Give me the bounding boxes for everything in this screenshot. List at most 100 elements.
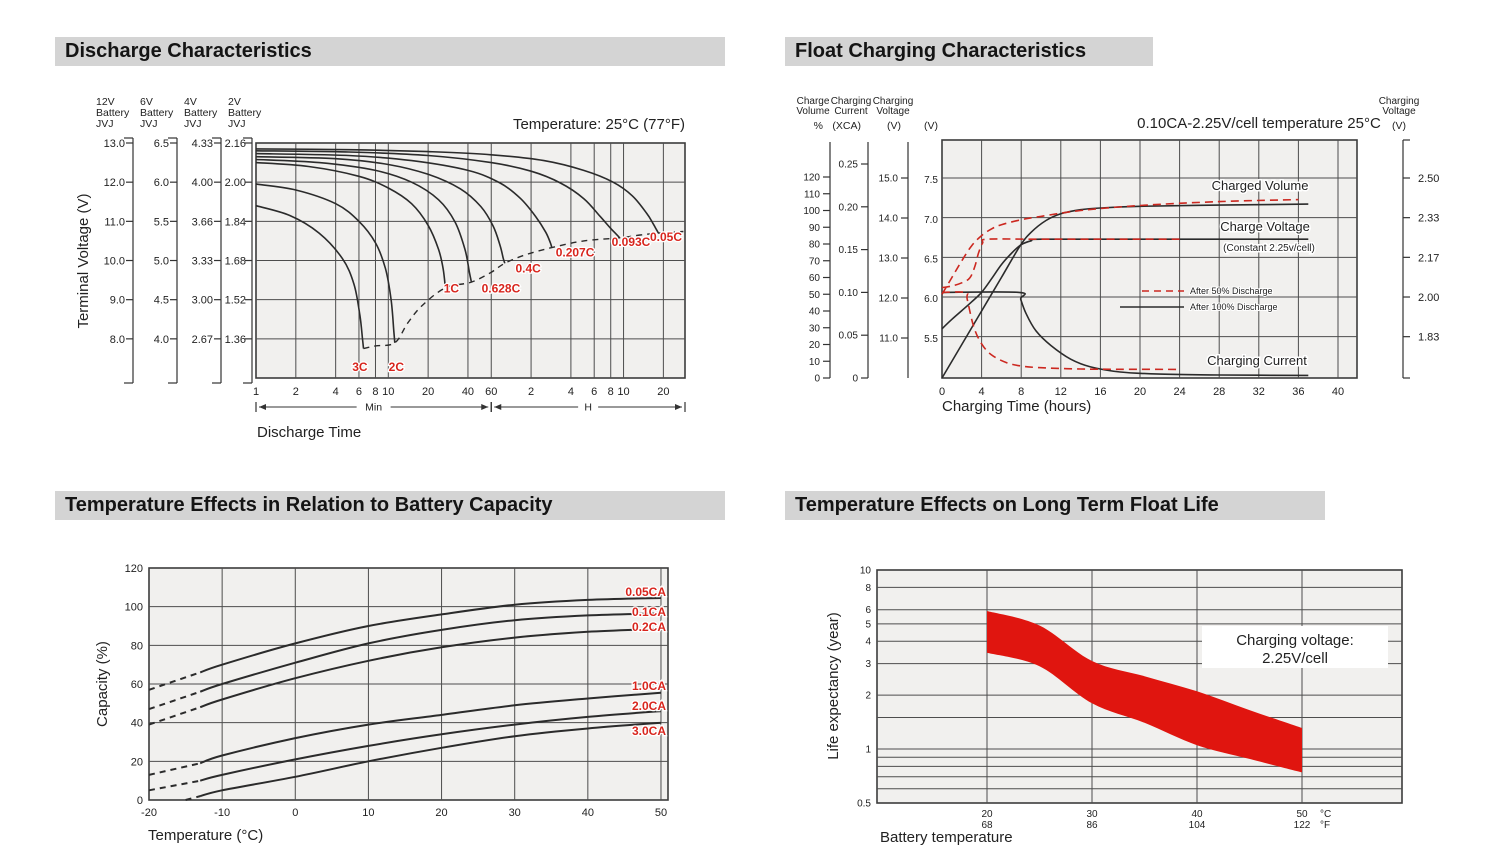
rate-label-0.2CA: 0.2CA bbox=[632, 620, 666, 634]
capacity-curve-dashed-0.1CA bbox=[148, 690, 201, 711]
scale-tick-label: 7.0 bbox=[924, 215, 938, 226]
arrow-right-icon bbox=[481, 404, 489, 410]
scale-header: Charging bbox=[873, 96, 914, 107]
temperature-note: Temperature: 25°C (77°F) bbox=[513, 116, 685, 133]
rate-label-1.0CA: 1.0CA bbox=[632, 679, 666, 693]
scale-tick-label: 15.0 bbox=[879, 174, 899, 185]
scale-tick-label: 70 bbox=[809, 256, 821, 267]
y-tick-label: 120 bbox=[125, 563, 143, 575]
scale-tick-label: 5.0 bbox=[154, 256, 169, 268]
x-axis-title: Battery temperature bbox=[880, 829, 1013, 846]
float-life-chart: 1086543210.5206830864010450122°C°FBatter… bbox=[825, 566, 1403, 846]
scale-tick-label: 11.0 bbox=[104, 216, 125, 228]
y-tick-label: 3 bbox=[865, 659, 871, 670]
scale-unit: (V) bbox=[887, 120, 901, 132]
x-tick-label: 2 bbox=[528, 386, 534, 398]
x-tick-label: 60 bbox=[485, 386, 497, 398]
x-tick-label-fahrenheit: 86 bbox=[1086, 820, 1098, 831]
x-tick-label-celsius: 50 bbox=[1296, 809, 1308, 820]
scale-header: Battery bbox=[184, 107, 218, 119]
y-tick-label: 4 bbox=[865, 637, 871, 648]
scale-tick-label: 0.20 bbox=[839, 202, 859, 213]
scale-tick-label: 11.0 bbox=[879, 334, 898, 345]
float-curve-charge-voltage-after-100pct bbox=[941, 238, 1309, 330]
y-tick-label: 5 bbox=[865, 619, 871, 630]
section-header-temp-capacity: Temperature Effects in Relation to Batte… bbox=[55, 491, 725, 520]
y-tick-label: 2 bbox=[865, 691, 871, 702]
x-tick-label: 32 bbox=[1253, 386, 1265, 398]
float-curve-charging-current-after-50pct bbox=[941, 291, 1180, 371]
section-header-discharge: Discharge Characteristics bbox=[55, 37, 725, 66]
capacity-curve-1.0CA bbox=[199, 691, 662, 765]
scale-tick-label: 8.0 bbox=[110, 334, 125, 346]
x-tick-label: 24 bbox=[1173, 386, 1185, 398]
annotation: Charged Volume bbox=[1212, 178, 1309, 193]
x-tick-label: -10 bbox=[214, 807, 230, 819]
scale-tick-label: 60 bbox=[809, 273, 821, 284]
x-tick-label-fahrenheit: 122 bbox=[1294, 820, 1311, 831]
y-tick-label: 10 bbox=[860, 566, 872, 577]
capacity-curve-3.0CA bbox=[199, 721, 662, 798]
celsius-unit-label: °C bbox=[1320, 809, 1331, 820]
scale-tick-label: 12.0 bbox=[879, 294, 899, 305]
scale-tick-label: 0.10 bbox=[839, 288, 859, 299]
discharge-curve-0.207C bbox=[255, 152, 553, 248]
scale-header: JVJ bbox=[140, 118, 158, 130]
rate-label-1C: 1C bbox=[444, 282, 460, 296]
scale-tick-label: 6.0 bbox=[924, 294, 938, 305]
annotation: (Constant 2.25v/cell) bbox=[1223, 243, 1315, 254]
y-tick-label: 20 bbox=[131, 756, 143, 768]
scale-header: JVJ bbox=[96, 118, 114, 130]
discharge-curve-0.4C bbox=[255, 155, 506, 264]
legend-label-50pct: After 50% Discharge bbox=[1190, 286, 1273, 296]
scale-tick-label: 3.00 bbox=[192, 295, 213, 307]
x-tick-label: 6 bbox=[356, 386, 362, 398]
scale-header: Current bbox=[834, 106, 868, 117]
x-tick-label: -20 bbox=[141, 807, 157, 819]
scale-tick-label: 20 bbox=[809, 340, 821, 351]
scale-tick-label: 9.0 bbox=[110, 295, 125, 307]
rate-label-0.05C: 0.05C bbox=[650, 230, 682, 244]
x-tick-label: 36 bbox=[1292, 386, 1304, 398]
x-tick-label: 1 bbox=[253, 386, 259, 398]
scale-tick-label: 100 bbox=[803, 206, 820, 217]
annotation-charging-voltage-value: 2.25V/cell bbox=[1262, 650, 1328, 667]
scale-unit: % bbox=[814, 120, 823, 132]
scale-header: Voltage bbox=[1382, 106, 1416, 117]
x-tick-label: 20 bbox=[657, 386, 669, 398]
scale-tick-label: 40 bbox=[809, 307, 821, 318]
scale-tick-label: 0.25 bbox=[839, 160, 859, 171]
annotation: Charge Voltage bbox=[1220, 219, 1310, 234]
capacity-curve-dashed-3.0CA bbox=[185, 795, 201, 801]
y-tick-label: 80 bbox=[131, 640, 143, 652]
scale-header: Charge bbox=[797, 96, 830, 107]
y-tick-label: 60 bbox=[131, 679, 143, 691]
x-tick-label-celsius: 30 bbox=[1086, 809, 1098, 820]
x-tick-label: 10 bbox=[362, 807, 374, 819]
x-tick-label: 40 bbox=[1332, 386, 1344, 398]
x-tick-label: 40 bbox=[582, 807, 594, 819]
discharge-curve-1C bbox=[255, 161, 447, 289]
scale-tick-label: 4.5 bbox=[154, 295, 169, 307]
scale-tick-label: 6.0 bbox=[154, 177, 169, 189]
discharge-curve-0.05C bbox=[255, 148, 660, 234]
scale-tick-label: 10 bbox=[809, 357, 821, 368]
scale-header: 2V bbox=[228, 96, 241, 108]
scale-tick-label: 2.50 bbox=[1418, 173, 1439, 185]
scale-unit: (XCA) bbox=[832, 120, 861, 132]
arrow-left-icon bbox=[259, 404, 266, 410]
x-tick-label: 20 bbox=[422, 386, 434, 398]
scale-tick-label: 110 bbox=[804, 189, 820, 200]
section-header-float-charging: Float Charging Characteristics bbox=[785, 37, 1153, 66]
x-tick-label: 4 bbox=[333, 386, 339, 398]
scale-tick-label: 4.0 bbox=[154, 334, 169, 346]
x-axis-title: Discharge Time bbox=[257, 424, 361, 441]
x-tick-label-fahrenheit: 68 bbox=[981, 820, 993, 831]
discharge-curve-0.628C bbox=[255, 158, 473, 283]
scale-tick-label: 10.0 bbox=[104, 256, 125, 268]
scale-unit: (V) bbox=[1392, 120, 1406, 132]
scale-tick-label: 50 bbox=[809, 290, 821, 301]
